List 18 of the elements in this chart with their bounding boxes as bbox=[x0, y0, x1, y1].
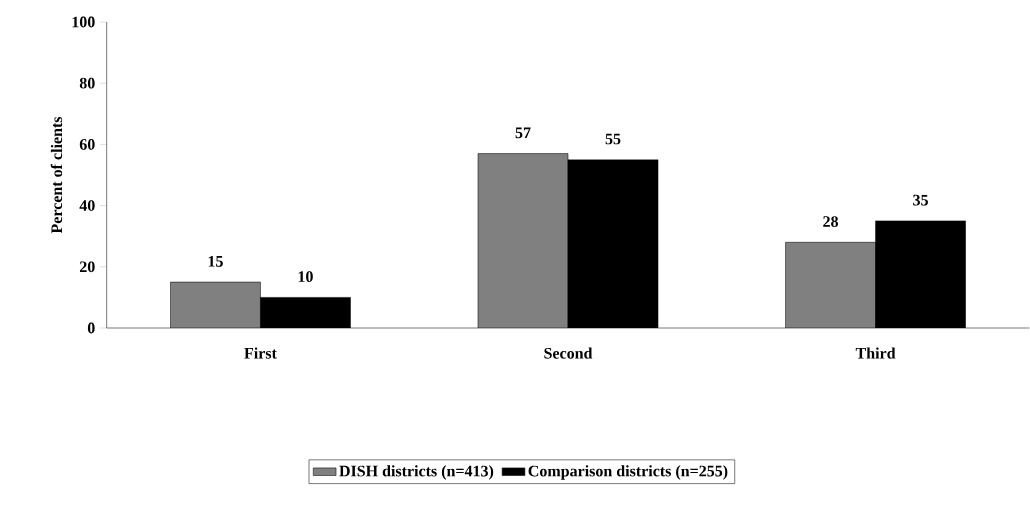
x-tick-label: Second bbox=[544, 347, 593, 359]
data-label: 57 bbox=[515, 127, 531, 139]
data-label: 28 bbox=[823, 216, 839, 227]
y-tick-label: 80 bbox=[79, 77, 95, 89]
legend-label: Comparison districts (n=255) bbox=[528, 465, 728, 480]
x-tick-label: First bbox=[244, 347, 277, 359]
y-tick-label: 100 bbox=[72, 16, 95, 28]
data-label: 15 bbox=[208, 256, 223, 267]
data-label: 35 bbox=[913, 194, 928, 206]
legend-label: DISH districts (n=413) bbox=[339, 465, 494, 480]
y-axis-title: Percent of clients bbox=[50, 116, 63, 234]
y-tick-label: 60 bbox=[79, 139, 95, 150]
x-tick-label: Third bbox=[855, 347, 896, 359]
y-tick-label: 20 bbox=[79, 261, 95, 273]
data-label: 55 bbox=[605, 133, 621, 145]
y-tick-label: 0 bbox=[87, 322, 95, 334]
y-tick-label: 40 bbox=[79, 200, 95, 211]
data-label: 10 bbox=[298, 271, 313, 283]
